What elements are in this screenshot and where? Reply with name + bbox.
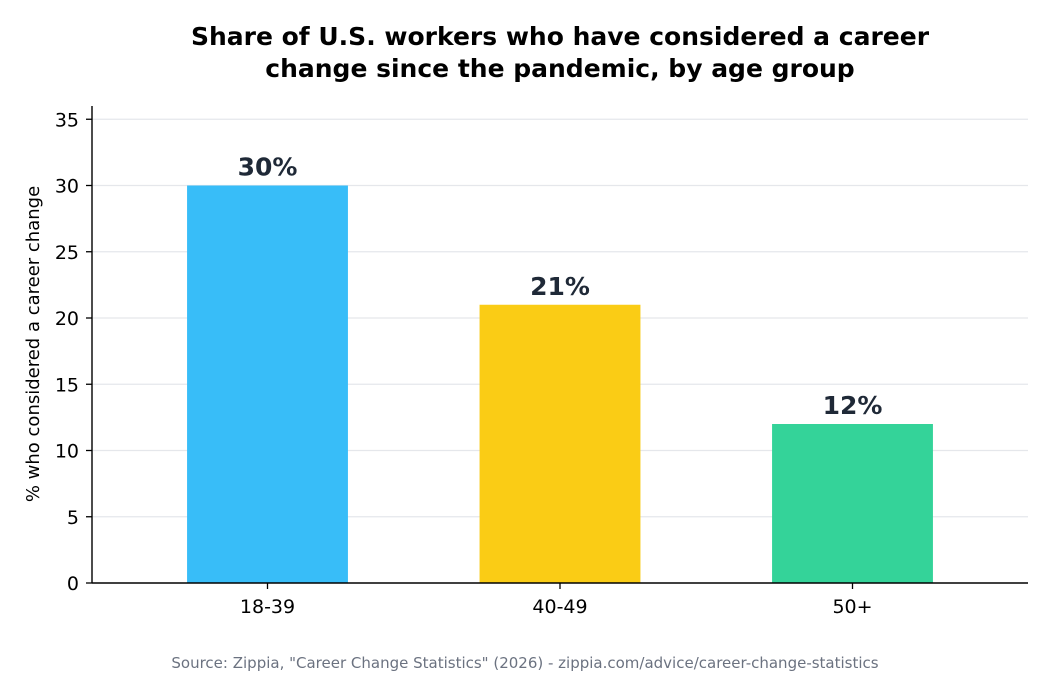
bar-18-39	[187, 185, 348, 583]
bar-40-49	[479, 304, 641, 583]
data-labels: 30% 21% 12%	[238, 153, 883, 421]
y-tick-label: 5	[67, 507, 79, 529]
y-tick-label: 30	[55, 176, 79, 198]
x-tick-label: 40-49	[532, 596, 587, 618]
source-note: Source: Zippia, "Career Change Statistic…	[171, 654, 878, 672]
y-tick-label: 20	[55, 308, 79, 330]
y-tick-label: 25	[55, 242, 79, 264]
bar-50+	[772, 424, 933, 583]
data-label: 30%	[238, 153, 298, 182]
y-axis-label: % who considered a career change	[23, 186, 44, 502]
chart-title-line-2: change since the pandemic, by age group	[265, 54, 854, 83]
y-tick-label: 35	[55, 109, 79, 131]
x-tick-label: 50+	[832, 596, 872, 618]
bars	[187, 185, 933, 583]
chart-title-line-1: Share of U.S. workers who have considere…	[191, 22, 930, 51]
data-label: 21%	[530, 272, 590, 301]
data-label: 12%	[823, 391, 883, 420]
y-tick-label: 10	[55, 441, 79, 463]
y-tick-label: 15	[55, 374, 79, 396]
chart-title: Share of U.S. workers who have considere…	[191, 22, 930, 83]
y-tick-label: 0	[67, 573, 79, 595]
y-axis-ticks: 0 5 10 15 20 25 30 35	[55, 109, 92, 595]
x-axis-ticks: 18-39 40-49 50+	[240, 583, 873, 618]
x-tick-label: 18-39	[240, 596, 295, 618]
